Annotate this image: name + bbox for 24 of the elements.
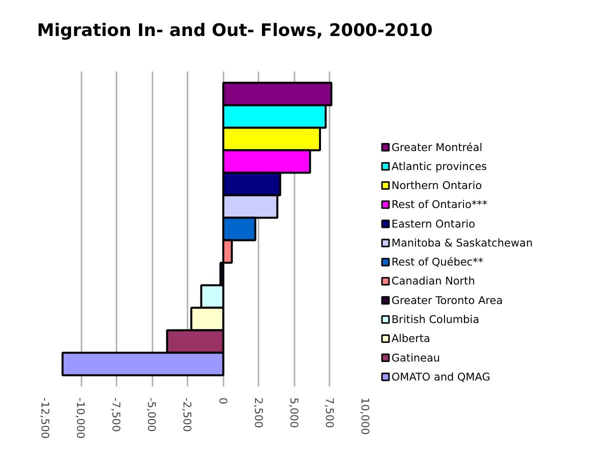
legend-label: British Columbia <box>392 313 480 326</box>
x-tick-label: 5,000 <box>287 398 300 428</box>
legend-label: Canadian North <box>392 274 475 288</box>
x-tick-label: -12,500 <box>38 398 52 439</box>
legend-label: Eastern Ontario <box>392 217 476 230</box>
x-tick-label: 2,500 <box>252 398 265 428</box>
x-tick-label: 7,500 <box>322 398 336 428</box>
chart-title: Migration In- and Out- Flows, 2000-2010 <box>37 20 433 43</box>
legend-label: Greater Toronto Area <box>392 294 503 307</box>
x-tick-label: -7,500 <box>110 398 123 432</box>
x-tick-label: 10,000 <box>358 398 372 436</box>
legend-label: Atlantic provinces <box>392 160 488 173</box>
x-tick-label: -5,000 <box>145 398 158 432</box>
legend-label: Manitoba & Saskatchewan <box>392 236 533 250</box>
legend-label: Alberta <box>392 332 430 346</box>
legend-label: Rest of Ontario*** <box>392 198 488 212</box>
legend-label: Gatineau <box>392 351 440 364</box>
legend-label: Northern Ontario <box>392 179 482 192</box>
x-tick-label: 0 <box>216 398 230 404</box>
x-tick-label: -2,500 <box>180 398 194 432</box>
legend-label: Greater Montréal <box>392 140 482 154</box>
x-tick-label: -10,000 <box>74 398 88 439</box>
legend-label: Rest of Québec** <box>392 256 484 269</box>
legend-label: OMATO and QMAG <box>392 370 490 384</box>
